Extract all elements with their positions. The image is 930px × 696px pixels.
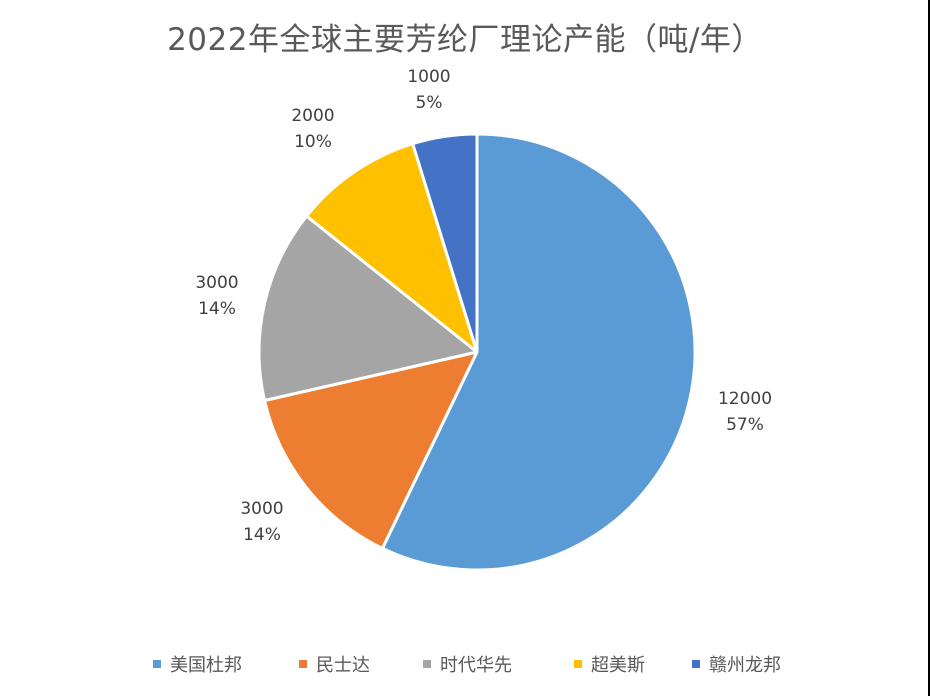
data-label-minshida: 3000 14% <box>232 496 292 548</box>
legend-item-ganzhou-longbang[interactable]: 赣州龙邦 <box>692 649 781 679</box>
data-label-value: 3000 <box>195 273 239 293</box>
legend-label: 超美斯 <box>591 655 645 676</box>
legend-swatch-icon <box>423 660 431 668</box>
legend-swatch-icon <box>299 660 307 668</box>
legend: 美国杜邦 民士达 时代华先 超美斯 赣州龙邦 <box>0 649 930 679</box>
legend-swatch-icon <box>692 660 700 668</box>
slice-minshida[interactable] <box>263 350 479 550</box>
data-label-meiguo-dupont: 12000 57% <box>712 386 778 438</box>
data-label-value: 2000 <box>291 106 335 126</box>
data-label-percent: 10% <box>294 132 332 152</box>
slice-meiguo-dupont[interactable] <box>380 132 697 572</box>
legend-item-shidai-huaxian[interactable]: 时代华先 <box>423 649 512 679</box>
chart-title: 2022年全球主要芳纶厂理论产能（吨/年） <box>167 22 763 58</box>
legend-item-minshida[interactable]: 民士达 <box>299 649 370 679</box>
data-label-chaomeisi: 2000 10% <box>283 103 343 155</box>
legend-swatch-icon <box>153 660 161 668</box>
data-label-ganzhou-longbang: 1000 5% <box>399 64 459 116</box>
legend-label: 时代华先 <box>440 655 512 676</box>
slice-chaomeisi[interactable] <box>305 142 479 354</box>
data-label-percent: 14% <box>198 299 236 319</box>
legend-swatch-icon <box>574 660 582 668</box>
data-label-shidai-huaxian: 3000 14% <box>187 270 247 322</box>
legend-item-meiguo-dupont[interactable]: 美国杜邦 <box>153 649 242 679</box>
data-label-percent: 57% <box>726 415 764 435</box>
data-label-percent: 14% <box>243 525 281 545</box>
data-label-percent: 5% <box>415 93 443 113</box>
legend-label: 民士达 <box>316 655 370 676</box>
legend-label: 美国杜邦 <box>170 655 242 676</box>
legend-label: 赣州龙邦 <box>709 655 781 676</box>
slice-ganzhou-longbang[interactable] <box>411 132 479 354</box>
data-label-value: 3000 <box>240 499 284 519</box>
data-label-value: 1000 <box>407 67 451 87</box>
slice-shidai-huaxian[interactable] <box>257 214 479 402</box>
data-label-value: 12000 <box>717 389 773 409</box>
legend-item-chaomeisi[interactable]: 超美斯 <box>574 649 645 679</box>
